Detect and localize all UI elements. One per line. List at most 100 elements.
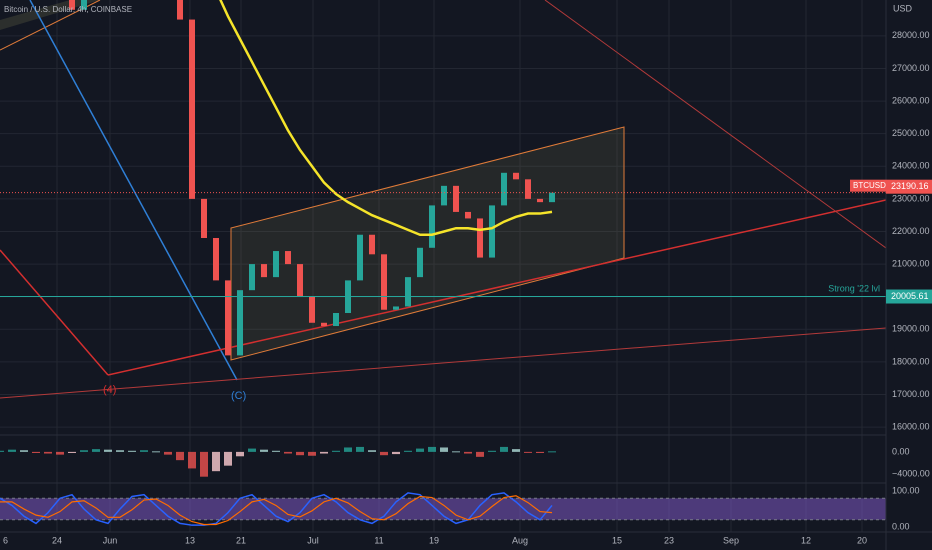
level-tag-label: 20005.61: [891, 291, 929, 301]
stoch-band: [0, 498, 886, 520]
macd-bar: [548, 451, 556, 453]
candle: [249, 264, 255, 291]
y-tick-label: 100.00: [892, 485, 920, 495]
trend-line: [544, 0, 886, 249]
candle: [177, 0, 183, 20]
x-tick-label: 24: [52, 535, 62, 545]
candle: [273, 251, 279, 278]
macd-bar: [320, 451, 328, 454]
macd-bar: [176, 451, 184, 461]
x-tick-label: Jun: [103, 535, 118, 545]
macd-bar: [128, 450, 136, 452]
wave-line: [29, 0, 238, 381]
macd-bar: [212, 451, 220, 472]
x-tick-label: Jul: [307, 535, 319, 545]
macd-bar: [428, 446, 436, 452]
symbol-tag-label: BTCUSD: [853, 181, 886, 190]
candle: [333, 312, 339, 327]
macd-bar: [416, 448, 424, 452]
y-tick-label: −4000.00: [892, 468, 930, 478]
macd-bar: [512, 449, 520, 452]
macd-bar: [524, 451, 532, 453]
macd-bar: [344, 447, 352, 452]
candle: [369, 234, 375, 255]
macd-bar: [452, 451, 460, 453]
currency: USD: [893, 3, 913, 13]
macd-bar: [164, 451, 172, 455]
y-tick-label: 0.00: [892, 446, 910, 456]
y-tick-label: 18000.00: [892, 356, 930, 366]
candle: [309, 296, 315, 323]
macd-bar: [272, 450, 280, 452]
x-tick-label: Aug: [512, 535, 528, 545]
candle: [201, 198, 207, 239]
price-tag-label: 23190.16: [891, 181, 929, 191]
symbol-tag: [850, 179, 886, 192]
candle: [189, 19, 195, 199]
macd-bar: [536, 451, 544, 453]
macd-bar: [0, 450, 4, 452]
candle: [213, 238, 219, 281]
macd-bar: [296, 451, 304, 456]
macd-bar: [32, 451, 40, 453]
y-tick-label: 16000.00: [892, 421, 930, 431]
candle: [381, 254, 387, 310]
x-tick-label: 21: [236, 535, 246, 545]
macd-bar: [116, 450, 124, 452]
y-tick-label: 22000.00: [892, 226, 930, 236]
macd-bar: [368, 450, 376, 452]
candle: [525, 179, 531, 199]
indicator-panes: [0, 446, 886, 526]
y-tick-label: 28000.00: [892, 30, 930, 40]
trend-line: [0, 327, 886, 399]
price-tag: [886, 179, 932, 194]
macd-bar: [200, 451, 208, 477]
x-tick-label: 15: [612, 535, 622, 545]
candle: [501, 172, 507, 206]
x-tick-label: 19: [429, 535, 439, 545]
moving-average: [219, 0, 553, 236]
candle: [453, 185, 459, 212]
macd-bar: [260, 449, 268, 452]
x-tick-label: 13: [185, 535, 195, 545]
macd-bar: [284, 451, 292, 454]
y-tick-label: 26000.00: [892, 95, 930, 105]
x-tick-label: 11: [374, 535, 383, 545]
macd-bar: [8, 449, 16, 452]
candle: [297, 264, 303, 297]
y-tick-label: 0.00: [892, 521, 910, 531]
candle: [465, 211, 471, 219]
candle: [81, 0, 87, 10]
macd-bar: [104, 449, 112, 452]
candle: [393, 306, 399, 310]
x-tick-label: 12: [801, 535, 811, 545]
candle: [441, 185, 447, 206]
stoch-k: [0, 492, 553, 526]
macd-bar: [308, 451, 316, 456]
macd-bar: [20, 450, 28, 452]
candle: [549, 192, 555, 203]
macd-bar: [380, 451, 388, 456]
macd-bar: [476, 451, 484, 457]
y-tick-label: 23000.00: [892, 193, 930, 203]
macd-bar: [152, 451, 160, 453]
macd-bar: [332, 450, 340, 452]
y-tick-label: 19000.00: [892, 324, 930, 334]
candle: [477, 218, 483, 258]
price-pane: [0, 0, 886, 356]
macd-bar: [392, 451, 400, 455]
wave-line: [0, 249, 109, 376]
candle: [417, 247, 423, 278]
macd-bar: [464, 451, 472, 454]
macd-bar: [488, 450, 496, 452]
macd-bar: [356, 446, 364, 452]
candle: [285, 251, 291, 265]
macd-bar: [500, 446, 508, 452]
macd-bar: [440, 447, 448, 452]
y-tick-label: 24000.00: [892, 161, 930, 171]
level-tag: [886, 289, 932, 304]
macd-bar: [224, 451, 232, 466]
y-tick-label: 17000.00: [892, 389, 930, 399]
macd-bar: [44, 451, 52, 454]
